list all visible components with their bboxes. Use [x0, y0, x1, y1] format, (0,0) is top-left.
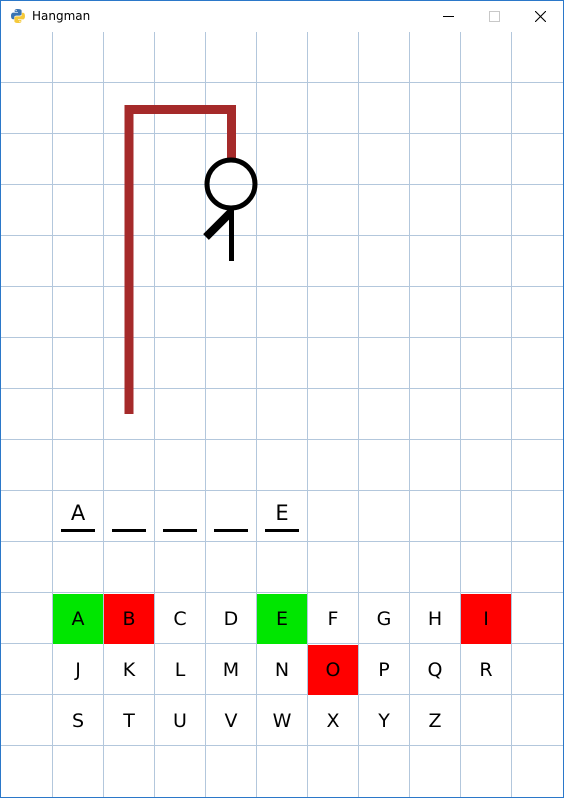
key-n[interactable]: N [274, 659, 290, 681]
key-u[interactable]: U [173, 710, 187, 732]
word-slot-letter [163, 501, 197, 525]
key-x[interactable]: X [326, 710, 340, 732]
word-slot: A [61, 501, 95, 532]
gallows [124, 105, 236, 414]
word-slot-underline [112, 529, 146, 532]
word-slot [214, 501, 248, 532]
window-title: Hangman [32, 9, 91, 23]
key-e[interactable]: E [257, 594, 307, 644]
key-f[interactable]: F [327, 608, 339, 630]
word-slot [112, 501, 146, 532]
key-t[interactable]: T [123, 710, 135, 732]
key-h[interactable]: H [427, 608, 443, 630]
word-slot: E [265, 501, 299, 532]
word-slot-underline [61, 529, 95, 532]
key-k[interactable]: K [122, 659, 136, 681]
key-g[interactable]: G [376, 608, 392, 630]
key-c[interactable]: C [173, 608, 187, 630]
word-slot-letter: A [70, 501, 86, 525]
minimize-button[interactable] [425, 1, 471, 32]
key-i[interactable]: I [461, 594, 511, 644]
title-bar[interactable]: Hangman [1, 1, 563, 32]
close-button[interactable] [517, 1, 563, 32]
minimize-icon [442, 16, 454, 17]
key-a[interactable]: A [53, 594, 103, 644]
key-o[interactable]: O [308, 645, 358, 695]
maximize-button[interactable] [471, 1, 517, 32]
hangman-figure [203, 157, 258, 261]
key-l[interactable]: L [174, 659, 186, 681]
word-slot-underline [265, 529, 299, 532]
word-slot-letter [214, 501, 248, 525]
key-j[interactable]: J [75, 659, 81, 681]
word-slot-letter: E [275, 501, 289, 525]
key-v[interactable]: V [224, 710, 238, 732]
key-y[interactable]: Y [378, 710, 390, 732]
close-icon [534, 11, 546, 22]
word-slot-underline [163, 529, 197, 532]
key-z[interactable]: Z [428, 710, 442, 732]
key-w[interactable]: W [272, 710, 292, 732]
maximize-icon [488, 11, 500, 22]
key-r[interactable]: R [479, 659, 493, 681]
word-slot-letter [112, 501, 146, 525]
hangman-left-arm [203, 209, 234, 240]
key-q[interactable]: Q [427, 659, 443, 681]
key-b[interactable]: B [104, 594, 154, 644]
key-d[interactable]: D [223, 608, 239, 630]
gallows-beam [124, 105, 236, 160]
key-m[interactable]: M [222, 659, 240, 681]
word-slot [163, 501, 197, 532]
key-p[interactable]: P [378, 659, 390, 681]
key-s[interactable]: S [71, 710, 85, 732]
python-icon [11, 9, 25, 23]
word-slot-underline [214, 529, 248, 532]
